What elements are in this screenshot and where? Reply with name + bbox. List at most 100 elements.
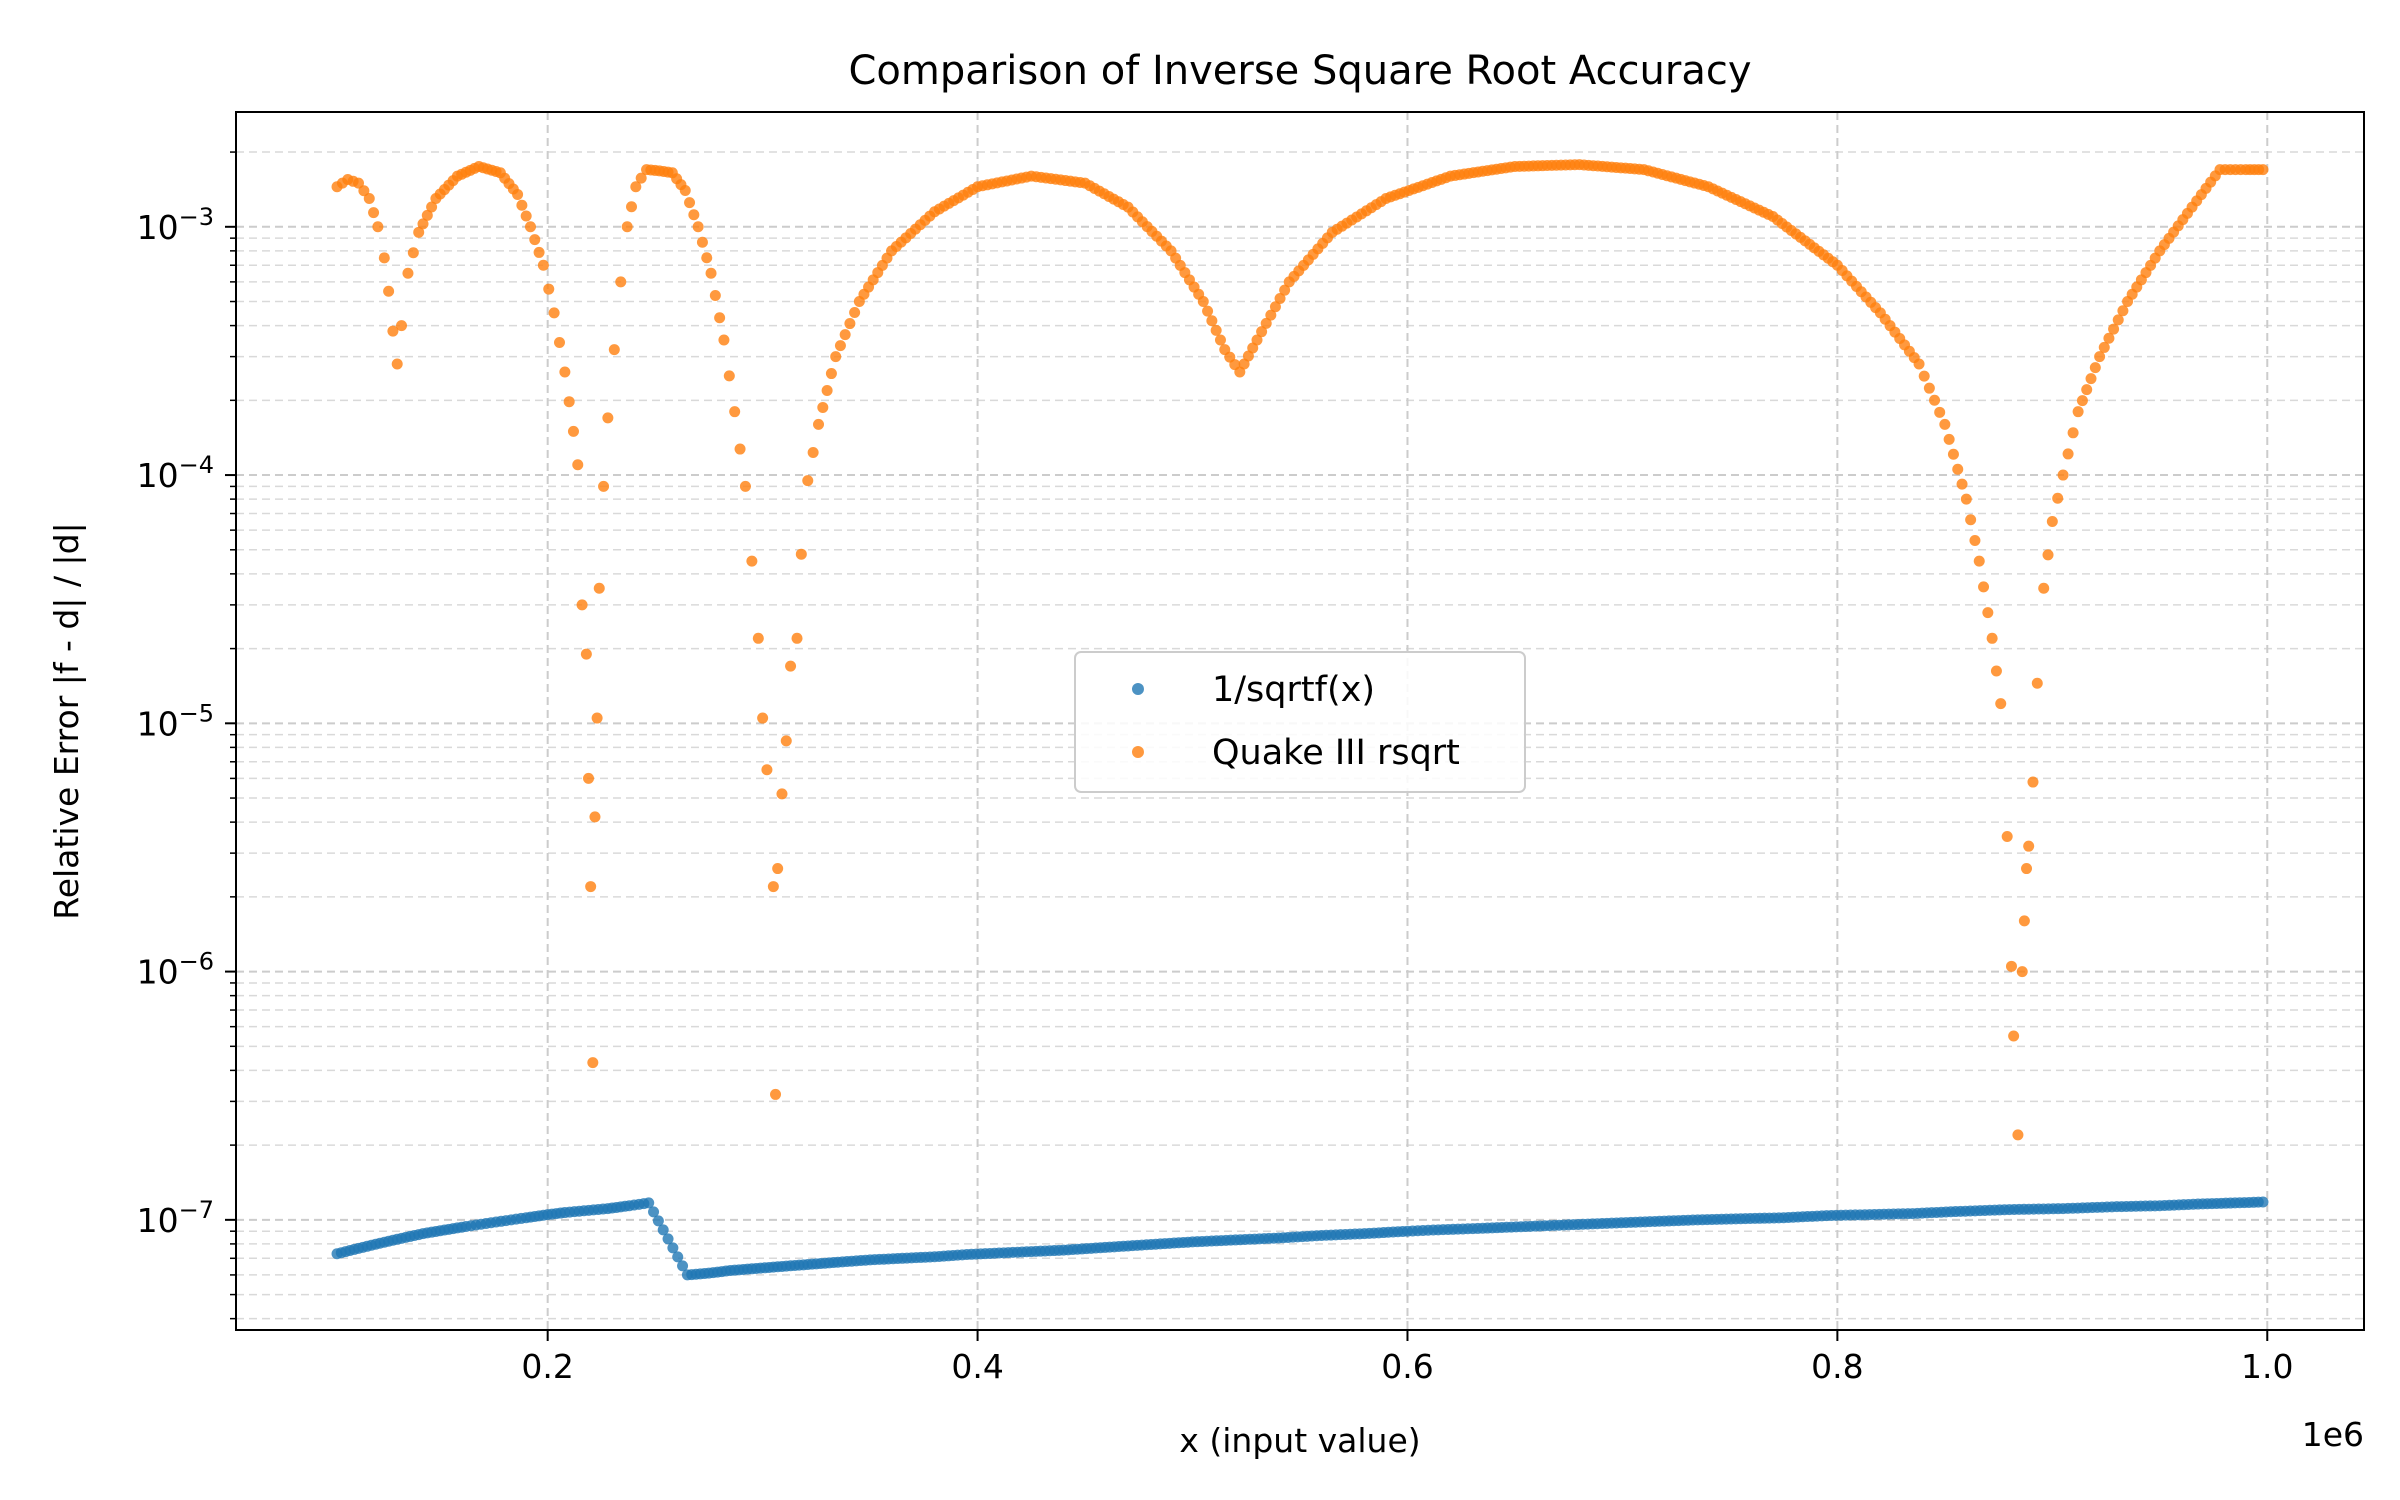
data-point [2057, 469, 2069, 481]
chart-title: Comparison of Inverse Square Root Accura… [848, 48, 1751, 94]
data-point [1256, 326, 1268, 338]
data-point [752, 632, 764, 644]
data-point [830, 351, 842, 363]
data-point [2108, 323, 2120, 335]
data-point [635, 172, 647, 184]
legend-marker-1-sqrtf [1132, 683, 1144, 695]
data-point [358, 185, 370, 197]
data-point [396, 320, 408, 332]
data-point [2005, 960, 2017, 972]
data-point [591, 712, 603, 724]
data-point [563, 396, 575, 408]
data-point [533, 246, 545, 258]
data-point [2042, 549, 2054, 561]
data-point [1210, 324, 1222, 336]
data-point [2021, 863, 2033, 875]
data-point [767, 881, 779, 893]
data-point [589, 811, 601, 823]
data-point [1934, 406, 1946, 418]
x-axis-offset-label: 1e6 [2302, 1415, 2364, 1454]
series-sqrtf [331, 1196, 2269, 1281]
data-points [331, 159, 2269, 1281]
data-point [795, 548, 807, 560]
data-point [834, 340, 846, 352]
data-point [692, 221, 704, 233]
x-tick-label: 0.6 [1381, 1347, 1433, 1386]
data-point [772, 863, 784, 875]
x-tick-label: 1.0 [2241, 1347, 2293, 1386]
data-point [1929, 394, 1941, 406]
data-point [807, 446, 819, 458]
data-point [1923, 382, 1935, 394]
data-point [1973, 555, 1985, 567]
data-point [677, 1260, 689, 1272]
data-point [587, 1057, 599, 1069]
data-point [407, 247, 419, 259]
data-point [679, 185, 691, 197]
data-point [598, 480, 610, 492]
data-point [2018, 915, 2030, 927]
data-point [1265, 309, 1277, 321]
data-point [630, 181, 642, 193]
data-point [718, 334, 730, 346]
data-point [529, 234, 541, 246]
data-point [402, 267, 414, 279]
data-point [1990, 665, 2002, 677]
data-point [2257, 1196, 2269, 1208]
data-point [2038, 582, 2050, 594]
data-point [2008, 1030, 2020, 1042]
data-point [817, 401, 829, 413]
data-point [757, 712, 769, 724]
data-point [723, 370, 735, 382]
data-point [1206, 315, 1218, 327]
data-point [672, 1251, 684, 1263]
data-point [2067, 427, 2079, 439]
data-point [1995, 698, 2007, 710]
data-point [825, 368, 837, 380]
data-point [1913, 358, 1925, 370]
data-point [839, 329, 851, 341]
data-point [2076, 395, 2088, 407]
data-point [2098, 341, 2110, 353]
data-point [2031, 677, 2043, 689]
y-tick-label: 10−6 [137, 948, 214, 992]
data-point [585, 881, 597, 893]
data-point [2023, 840, 2035, 852]
data-point [1986, 632, 1998, 644]
data-point [729, 406, 741, 418]
x-axis-label: x (input value) [1179, 1421, 1420, 1460]
data-point [844, 318, 856, 330]
data-point [2117, 305, 2129, 317]
data-point [821, 384, 833, 396]
series-quake-rsqrt [331, 159, 2269, 1141]
data-point [1202, 305, 1214, 317]
data-point [1197, 296, 1209, 308]
data-point [1260, 317, 1272, 329]
data-point [813, 418, 825, 430]
data-point [662, 1233, 674, 1245]
data-point [746, 555, 758, 567]
data-point [2052, 492, 2064, 504]
data-point [657, 1224, 669, 1236]
data-point [739, 480, 751, 492]
data-point [2081, 384, 2093, 396]
data-point [553, 336, 565, 348]
y-tick-label: 10−7 [137, 1196, 214, 1240]
data-point [1956, 478, 1968, 490]
data-point [572, 459, 584, 471]
y-tick-label: 10−3 [137, 203, 214, 247]
data-point [537, 259, 549, 271]
legend-box [1074, 651, 1526, 793]
data-point [1982, 607, 1994, 619]
data-point [696, 236, 708, 248]
data-point [583, 772, 595, 784]
data-point [2001, 831, 2013, 843]
data-point [516, 199, 528, 211]
data-point [1960, 493, 1972, 505]
x-tick-label: 0.8 [1811, 1347, 1863, 1386]
data-point [580, 648, 592, 660]
data-point [1214, 334, 1226, 346]
data-point [1969, 534, 1981, 546]
data-point [2016, 966, 2028, 978]
